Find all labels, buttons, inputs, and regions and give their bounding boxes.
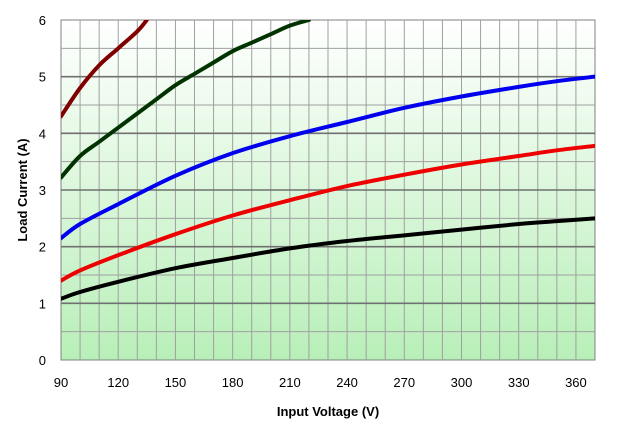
x-tick-label: 270	[393, 375, 415, 390]
y-tick-label: 3	[39, 183, 46, 198]
y-axis-title: Load Current (A)	[15, 138, 30, 241]
y-tick-label: 5	[39, 70, 46, 85]
x-tick-label: 180	[222, 375, 244, 390]
x-axis-ticks: 90 120 150 180 210 240 270 300 330 360	[54, 375, 587, 390]
x-tick-label: 90	[54, 375, 68, 390]
x-tick-label: 210	[279, 375, 301, 390]
y-tick-label: 4	[39, 126, 46, 141]
series-line-curve-1	[61, 20, 149, 119]
y-tick-label: 2	[39, 240, 46, 255]
series-lines	[61, 20, 595, 301]
y-tick-label: 0	[39, 353, 46, 368]
x-tick-label: 360	[565, 375, 587, 390]
gridlines	[61, 20, 595, 360]
y-tick-label: 6	[39, 13, 46, 28]
series-line-curve-4	[61, 143, 595, 283]
x-tick-label: 120	[107, 375, 129, 390]
series-line-curve-3	[61, 74, 595, 241]
series-line-curve-2	[61, 20, 311, 180]
y-axis-ticks: 0 1 2 3 4 5 6	[39, 13, 46, 368]
y-tick-label: 1	[39, 296, 46, 311]
x-tick-label: 330	[508, 375, 530, 390]
x-tick-label: 240	[336, 375, 358, 390]
x-tick-label: 300	[451, 375, 473, 390]
x-axis-title: Input Voltage (V)	[277, 404, 379, 419]
x-tick-label: 150	[165, 375, 187, 390]
series-line-curve-5	[61, 216, 595, 301]
